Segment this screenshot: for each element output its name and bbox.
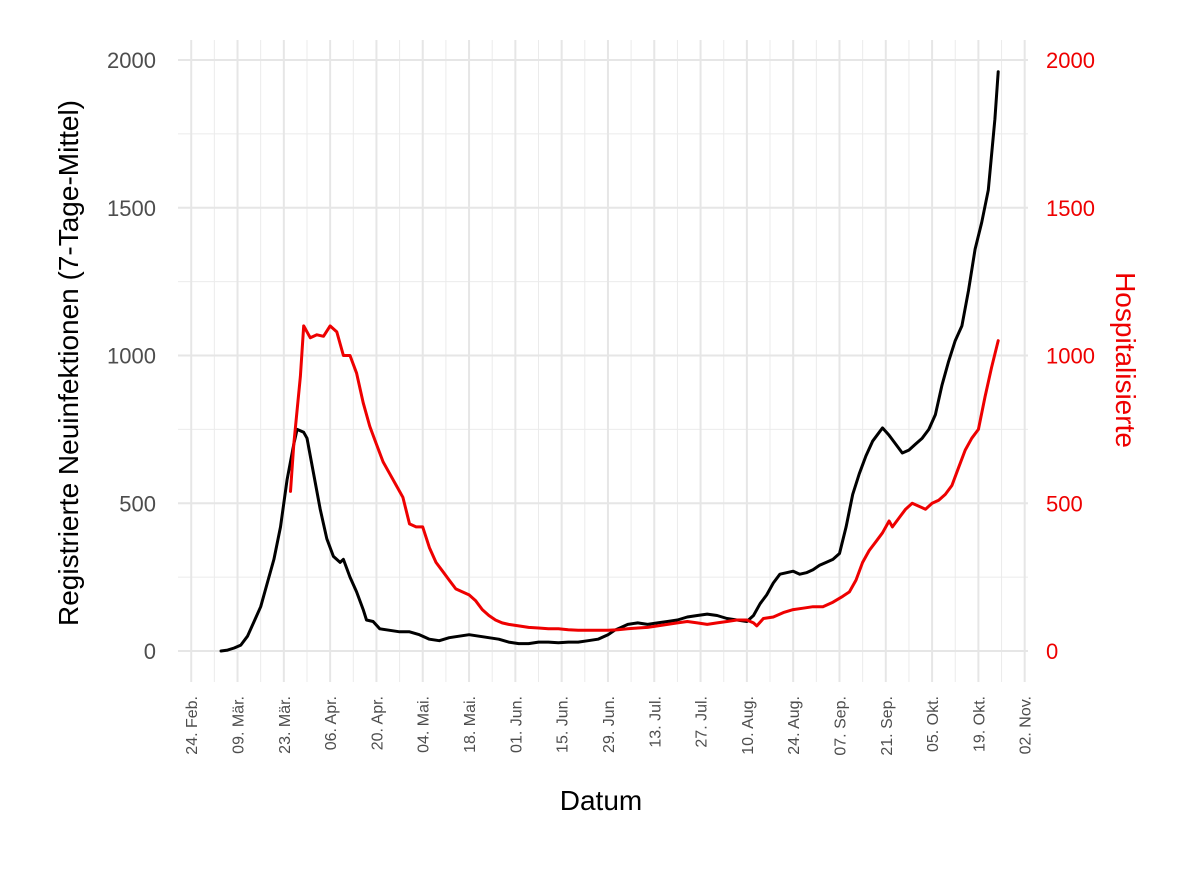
x-tick-label: 20. Apr.	[369, 696, 386, 750]
y-tick-label-right: 0	[1046, 639, 1058, 664]
y-tick-label-left: 0	[144, 639, 156, 664]
x-tick-label: 23. Mär.	[277, 696, 294, 754]
x-axis-title: Datum	[560, 785, 642, 816]
y-ticks-left: 0 500 1000 1500 2000	[107, 48, 156, 664]
series-layer	[219, 70, 1000, 653]
y-axis-title-left: Registrierte Neuinfektionen (7-Tage-Mitt…	[53, 100, 84, 626]
x-tick-label: 15. Jun.	[555, 696, 572, 753]
y-tick-label-right: 2000	[1046, 48, 1095, 73]
x-tick-label: 24. Aug.	[786, 696, 803, 755]
x-tick-label: 09. Mär.	[231, 696, 248, 754]
x-tick-label: 24. Feb.	[184, 696, 201, 755]
y-tick-label-right: 500	[1046, 491, 1083, 516]
series-line-hospitalisierte	[289, 324, 1000, 632]
y-tick-label-left: 500	[119, 491, 156, 516]
x-tick-label: 05. Okt.	[925, 696, 942, 752]
series-line-neuinfektionen	[219, 70, 1000, 653]
y-ticks-right: 0 500 1000 1500 2000	[1046, 48, 1095, 664]
x-tick-label: 27. Jul.	[694, 696, 711, 748]
x-tick-label: 19. Okt.	[971, 696, 988, 752]
x-tick-label: 06. Apr.	[323, 696, 340, 750]
x-ticks: 24. Feb. 09. Mär. 23. Mär. 06. Apr. 20. Apr.…	[184, 696, 1034, 756]
x-tick-label: 07. Sep.	[833, 696, 850, 756]
y-tick-label-left: 2000	[107, 48, 156, 73]
y-tick-label-left: 1500	[107, 196, 156, 221]
y-axis-title-right: Hospitalisierte	[1110, 272, 1141, 448]
grid-minor	[178, 40, 1028, 682]
x-tick-label: 02. Nov.	[1018, 696, 1035, 754]
y-tick-label-left: 1000	[107, 344, 156, 369]
x-tick-label: 10. Aug.	[740, 696, 757, 755]
x-tick-label: 18. Mai.	[462, 696, 479, 753]
x-tick-label: 29. Jun.	[601, 696, 618, 753]
x-tick-label: 21. Sep.	[879, 696, 896, 756]
x-tick-label: 04. Mai.	[416, 696, 433, 753]
x-tick-label: 01. Jun.	[508, 696, 525, 753]
y-tick-label-right: 1000	[1046, 344, 1095, 369]
x-tick-label: 13. Jul.	[647, 696, 664, 748]
y-tick-label-right: 1500	[1046, 196, 1095, 221]
